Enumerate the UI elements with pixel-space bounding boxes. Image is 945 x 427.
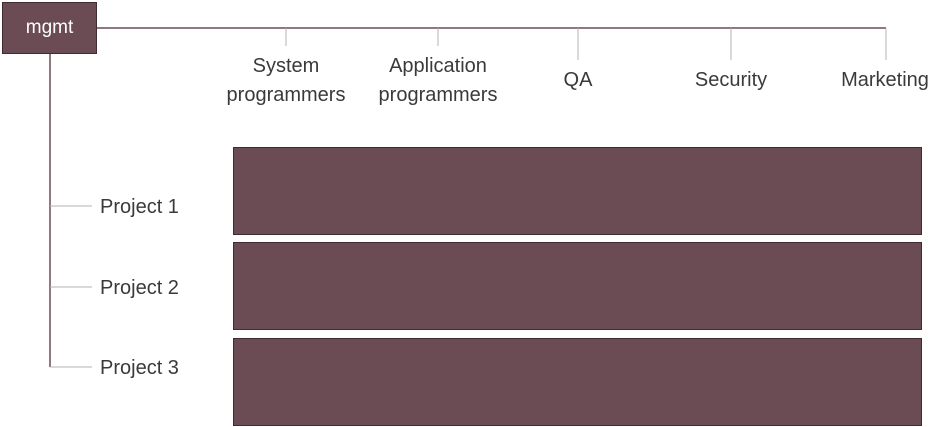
department-qa: QA [563,69,593,91]
department-marketing: Marketing [841,69,929,91]
project-label-1: Project 1 [100,196,179,218]
department-application-programmers: Application programmers [378,55,498,106]
project-label-3: Project 3 [100,357,179,379]
project-bar-2 [233,242,922,330]
mgmt-root-label: mgmt [25,17,74,38]
project-label-2: Project 2 [100,277,179,299]
department-system-programmers: System programmers [226,55,346,106]
project-bar-3 [233,338,922,426]
department-security: Security [694,69,768,91]
mgmt-root-node: mgmt [2,2,97,54]
project-bar-1 [233,147,922,235]
